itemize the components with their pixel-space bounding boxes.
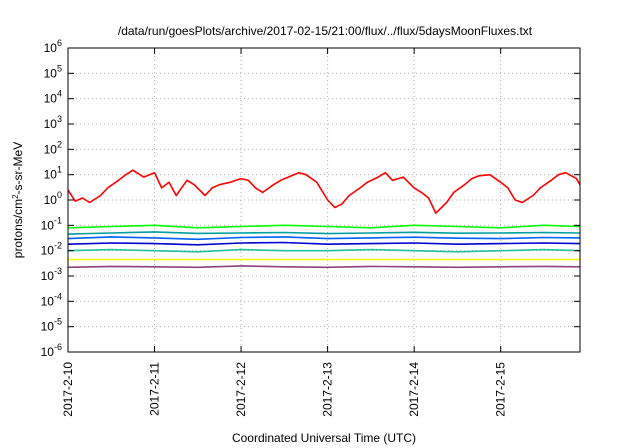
y-tick-label: 10-2 — [41, 241, 62, 258]
y-tick-base: 10 — [41, 218, 55, 232]
y-tick-label: 104 — [44, 89, 62, 106]
series-layer — [67, 169, 581, 269]
y-tick-base: 10 — [44, 117, 58, 131]
y-tick-exp: -6 — [54, 342, 62, 352]
y-tick-exp: 1 — [57, 165, 62, 175]
y-tick-exp: 6 — [57, 38, 62, 48]
series-line — [67, 248, 581, 253]
y-tick-exp: 4 — [57, 89, 62, 99]
y-tick-label: 105 — [44, 63, 62, 80]
y-tick-exp: -4 — [54, 291, 62, 301]
series-line — [67, 265, 581, 269]
y-tick-label: 10-3 — [41, 266, 62, 283]
x-tick-label: 2017-2-14 — [407, 362, 421, 417]
y-tick-label: 10-1 — [41, 215, 62, 232]
y-tick-label: 101 — [44, 165, 62, 182]
y-tick-base: 10 — [41, 320, 55, 334]
y-tick-exp: 2 — [57, 139, 62, 149]
y-tick-base: 10 — [44, 168, 58, 182]
y-tick-label: 103 — [44, 114, 62, 131]
x-tick-label: 2017-2-12 — [234, 362, 248, 417]
y-tick-base: 10 — [44, 92, 58, 106]
y-axis-ticks: 10-610-510-410-310-210-11001011021031041… — [41, 38, 580, 359]
y-tick-label: 10-5 — [41, 317, 62, 334]
y-tick-base: 10 — [44, 41, 58, 55]
x-tick-label: 2017-2-15 — [494, 362, 508, 417]
y-tick-label: 100 — [44, 190, 62, 207]
y-tick-exp: -1 — [54, 215, 62, 225]
x-axis-label: Coordinated Universal Time (UTC) — [232, 431, 416, 445]
x-axis-ticks: 2017-2-10 2017-2-11 2017-2-12 2017-2-13 2017… — [61, 48, 508, 417]
y-tick-base: 10 — [41, 294, 55, 308]
y-tick-exp: 5 — [57, 63, 62, 73]
series-line — [67, 236, 581, 241]
y-tick-label: 106 — [44, 38, 62, 55]
y-tick-base: 10 — [44, 66, 58, 80]
y-tick-base: 10 — [44, 142, 58, 156]
chart-title: /data/run/goesPlots/archive/2017-02-15/2… — [118, 24, 533, 38]
y-tick-label: 10-6 — [41, 342, 62, 359]
y-tick-exp: 3 — [57, 114, 62, 124]
y-tick-exp: -2 — [54, 241, 62, 251]
x-tick-label: 2017-2-13 — [321, 362, 335, 417]
x-tick-label: 2017-2-11 — [148, 362, 162, 416]
y-axis-label-main: protons/cm — [11, 199, 25, 258]
y-tick-label: 102 — [44, 139, 62, 156]
y-tick-label: 10-4 — [41, 291, 62, 308]
y-tick-base: 10 — [41, 269, 55, 283]
series-line — [67, 231, 581, 235]
y-tick-exp: -3 — [54, 266, 62, 276]
series-line — [67, 224, 581, 229]
series-line — [67, 169, 581, 214]
grid-lines — [68, 48, 580, 352]
y-tick-exp: -5 — [54, 317, 62, 327]
series-line — [67, 241, 581, 246]
y-tick-base: 10 — [41, 345, 55, 359]
y-tick-base: 10 — [41, 244, 55, 258]
y-tick-exp: 0 — [57, 190, 62, 200]
y-axis-label-tail: -s-sr-MeV — [11, 142, 25, 195]
y-axis-label: protons/cm2-s-sr-MeV — [11, 142, 26, 258]
y-tick-base: 10 — [44, 193, 58, 207]
x-tick-label: 2017-2-10 — [61, 362, 75, 417]
y-axis-label-sup: 2 — [11, 194, 20, 199]
